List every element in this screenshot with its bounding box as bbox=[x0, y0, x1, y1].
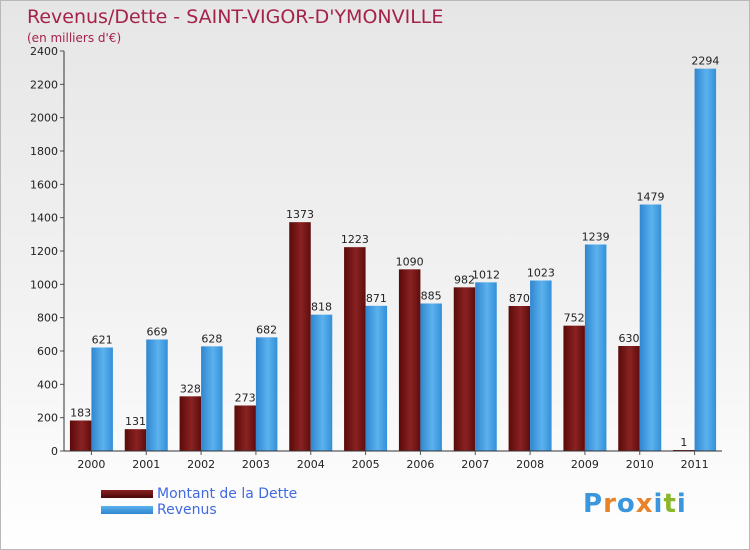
legend-label-dette: Montant de la Dette bbox=[157, 486, 298, 502]
bar-dette bbox=[289, 222, 311, 451]
data-label-revenus: 885 bbox=[421, 290, 442, 303]
bar-dette bbox=[563, 325, 585, 451]
bar-revenus bbox=[530, 280, 552, 451]
bar-revenus bbox=[255, 337, 278, 451]
data-label-dette: 1 bbox=[680, 436, 687, 449]
x-tick-label: 2008 bbox=[516, 458, 544, 471]
bar-dette bbox=[344, 247, 366, 451]
data-label-dette: 752 bbox=[564, 312, 585, 325]
data-label-revenus: 628 bbox=[201, 332, 222, 345]
y-tick-label: 1000 bbox=[30, 278, 58, 291]
y-tick-label: 1400 bbox=[30, 212, 58, 225]
x-tick-label: 2002 bbox=[187, 458, 215, 471]
y-tick-label: 2000 bbox=[30, 112, 58, 125]
bar-revenus bbox=[91, 347, 113, 451]
legend-label-revenus: Revenus bbox=[157, 502, 217, 518]
bar-dette bbox=[453, 287, 476, 451]
bar-revenus bbox=[584, 244, 607, 451]
y-tick-label: 1600 bbox=[30, 178, 58, 191]
x-tick-label: 2000 bbox=[77, 458, 105, 471]
bar-revenus bbox=[694, 68, 717, 452]
legend-swatch-dette bbox=[101, 490, 153, 498]
y-tick-label: 0 bbox=[51, 445, 58, 458]
data-label-revenus: 871 bbox=[366, 292, 387, 305]
x-tick-label: 2003 bbox=[242, 458, 270, 471]
bar-dette bbox=[398, 269, 421, 451]
data-label-dette: 183 bbox=[70, 407, 91, 420]
data-label-revenus: 1239 bbox=[582, 231, 610, 244]
bar-dette bbox=[508, 306, 531, 451]
data-label-dette: 1373 bbox=[286, 208, 314, 221]
data-label-revenus: 1012 bbox=[472, 268, 500, 281]
chart-subtitle: (en milliers d'€) bbox=[27, 31, 122, 45]
bar-revenus bbox=[639, 204, 662, 451]
data-label-revenus: 1479 bbox=[637, 191, 665, 204]
y-tick-label: 2200 bbox=[30, 78, 58, 91]
bar-revenus bbox=[365, 305, 388, 451]
chart-title: Revenus/Dette - SAINT-VIGOR-D'YMONVILLE bbox=[27, 6, 444, 28]
data-label-dette: 273 bbox=[235, 392, 256, 405]
bar-dette bbox=[234, 405, 256, 451]
legend-swatch-revenus bbox=[101, 506, 153, 514]
data-label-dette: 1090 bbox=[396, 255, 424, 268]
data-label-revenus: 682 bbox=[256, 323, 277, 336]
proxiti-logo: Proxiti bbox=[583, 489, 687, 519]
x-tick-label: 2010 bbox=[626, 458, 654, 471]
bar-dette bbox=[618, 346, 640, 451]
x-tick-label: 2007 bbox=[461, 458, 489, 471]
data-label-revenus: 621 bbox=[92, 334, 113, 347]
y-tick-label: 200 bbox=[37, 412, 58, 425]
bar-revenus bbox=[310, 314, 333, 451]
data-label-revenus: 1023 bbox=[527, 267, 555, 280]
data-label-dette: 328 bbox=[180, 382, 201, 395]
y-tick-label: 2400 bbox=[30, 45, 58, 58]
data-label-dette: 982 bbox=[454, 273, 475, 286]
data-label-dette: 870 bbox=[509, 292, 530, 305]
bar-revenus bbox=[420, 303, 442, 451]
y-tick-label: 1200 bbox=[30, 245, 58, 258]
data-label-revenus: 2294 bbox=[691, 55, 719, 68]
data-label-revenus: 669 bbox=[147, 326, 168, 339]
bar-revenus bbox=[201, 346, 223, 451]
bar-dette bbox=[124, 429, 147, 451]
bar-revenus bbox=[475, 282, 497, 451]
x-tick-label: 2004 bbox=[297, 458, 325, 471]
y-tick-label: 600 bbox=[37, 345, 58, 358]
data-label-dette: 630 bbox=[619, 332, 640, 345]
data-label-dette: 131 bbox=[125, 415, 146, 428]
y-tick-label: 1800 bbox=[30, 145, 58, 158]
y-tick-label: 800 bbox=[37, 312, 58, 325]
data-label-dette: 1223 bbox=[341, 233, 369, 246]
x-tick-label: 2005 bbox=[352, 458, 380, 471]
y-tick-label: 400 bbox=[37, 378, 58, 391]
x-tick-label: 2011 bbox=[681, 458, 709, 471]
data-label-revenus: 818 bbox=[311, 301, 332, 314]
x-tick-label: 2006 bbox=[406, 458, 434, 471]
bar-dette bbox=[69, 420, 92, 451]
x-tick-label: 2009 bbox=[571, 458, 599, 471]
x-tick-label: 2001 bbox=[132, 458, 160, 471]
bar-revenus bbox=[146, 339, 168, 451]
bar-dette bbox=[179, 396, 202, 451]
